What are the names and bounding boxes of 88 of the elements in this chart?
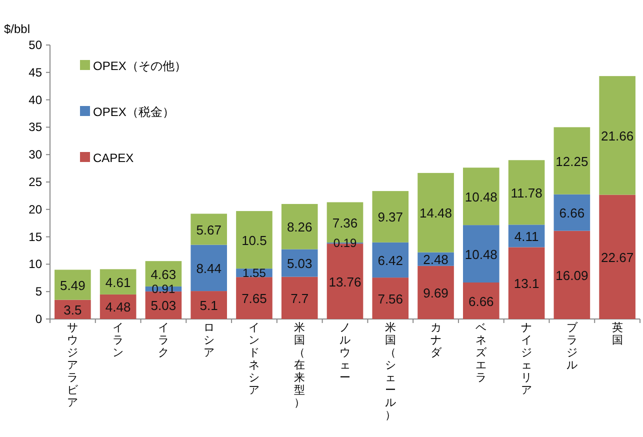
bar	[554, 230, 590, 319]
data-label: 13.1	[514, 276, 540, 292]
data-label: 4.11	[514, 228, 539, 244]
data-label: 12.25	[556, 154, 588, 169]
x-tick-label: ノルウェー	[340, 322, 350, 384]
y-tick-label: 10	[28, 257, 42, 272]
y-tick-label: 40	[28, 92, 42, 107]
bar	[508, 160, 545, 225]
x-tick-label: ナイジェリア	[521, 322, 532, 396]
bar	[372, 242, 409, 278]
bar	[554, 194, 590, 231]
data-label: 1.55	[242, 266, 266, 280]
bar	[599, 194, 636, 319]
x-tick-label: イラン	[112, 322, 124, 359]
bar	[190, 291, 227, 319]
bar	[599, 76, 636, 195]
data-label: 6.66	[559, 206, 585, 221]
bar	[100, 269, 136, 294]
y-tick-label: 45	[28, 65, 42, 80]
data-label: 13.76	[328, 274, 362, 290]
y-tick-label: 15	[28, 230, 42, 244]
y-tick-label: 30	[28, 148, 42, 162]
bar	[463, 168, 500, 226]
y-tick-label: 50	[28, 38, 42, 52]
x-tick-label: イラク	[158, 322, 169, 359]
bar	[236, 277, 272, 319]
data-label: 5.03	[286, 256, 312, 272]
bar	[463, 282, 500, 319]
bar	[190, 244, 227, 292]
bar	[281, 204, 318, 250]
data-label: 10.5	[242, 232, 267, 248]
bar	[372, 191, 409, 242]
x-tick-label: カナダ	[430, 322, 442, 359]
bar	[54, 270, 91, 300]
data-label: 6.66	[468, 294, 494, 309]
bar	[372, 278, 409, 319]
bar	[281, 276, 318, 319]
x-tick-label: ベネズエラ	[476, 322, 488, 384]
data-label: 7.7	[290, 290, 309, 306]
bar	[554, 127, 590, 194]
data-label: 10.48	[464, 246, 498, 262]
bar	[418, 266, 454, 319]
bar	[508, 224, 545, 248]
data-label: 4.61	[105, 274, 131, 290]
data-label: 5.03	[150, 298, 176, 314]
data-label: 5.67	[196, 222, 222, 238]
x-tick-label: サウジアラビア	[67, 322, 80, 409]
data-label: 9.69	[423, 285, 448, 300]
y-tick-label: 25	[28, 175, 42, 189]
bar	[281, 249, 318, 277]
bar	[190, 214, 227, 245]
data-label: 22.67	[601, 250, 634, 265]
bar	[236, 211, 272, 269]
legend-label: OPEX（税金）	[93, 105, 174, 119]
y-axis-title: $/bbl	[4, 22, 30, 36]
x-tick-label: ブラジル	[566, 321, 578, 372]
x-tick-label: 米国（シェール）	[384, 321, 396, 422]
bar	[418, 172, 454, 252]
y-tick-label: 0	[35, 312, 42, 326]
y-tick-label: 5	[35, 284, 42, 299]
data-label: 2.48	[423, 252, 448, 268]
legend-label: OPEX（その他）	[93, 59, 186, 73]
data-label: 7.36	[332, 215, 358, 230]
data-label: 3.5	[64, 302, 82, 318]
data-label: 11.78	[510, 185, 542, 200]
data-label: 10.48	[464, 189, 498, 204]
legend-label: CAPEX	[93, 151, 134, 165]
data-label: 14.48	[419, 206, 452, 221]
bar	[463, 225, 500, 283]
data-label: 8.44	[196, 260, 222, 276]
data-label: 7.56	[378, 291, 404, 306]
data-label: 21.66	[601, 128, 634, 144]
data-label: 8.26	[286, 220, 312, 235]
data-label: 7.65	[242, 291, 267, 306]
y-tick-label: 20	[28, 202, 42, 216]
data-label: 4.63	[150, 266, 176, 282]
x-tick-label: ロシア	[203, 322, 214, 359]
data-label: 6.42	[378, 252, 404, 268]
x-tick-label: インドネシア	[248, 322, 260, 396]
data-label: 16.09	[556, 268, 588, 283]
data-label: 5.1	[200, 298, 218, 314]
bar	[508, 247, 545, 319]
y-tick-label: 35	[28, 120, 42, 134]
data-label: 5.49	[60, 278, 86, 293]
data-label: 4.48	[105, 300, 131, 315]
x-tick-label: 英国	[612, 321, 623, 346]
data-label: 9.37	[378, 210, 404, 225]
x-tick-label: 米国（在来型）	[294, 321, 306, 409]
